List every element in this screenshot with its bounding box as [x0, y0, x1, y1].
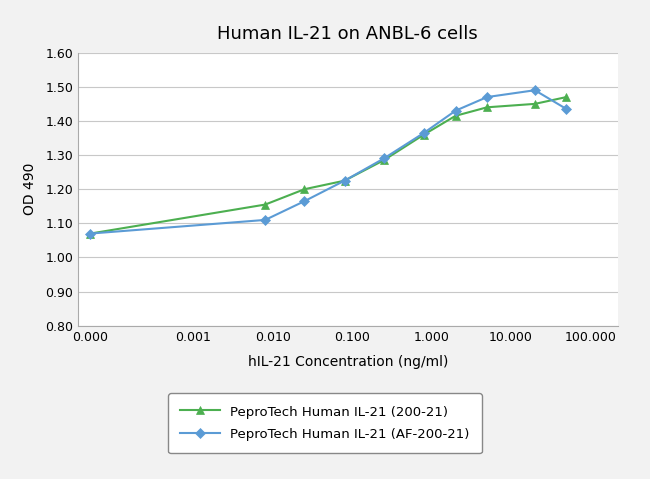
PeproTech Human IL-21 (200-21) [420, 132, 428, 137]
PeproTech Human IL-21 (200-21) [86, 231, 94, 237]
Line: PeproTech Human IL-21 (AF-200-21): PeproTech Human IL-21 (AF-200-21) [87, 87, 570, 237]
PeproTech Human IL-21 (AF-200-21) [341, 178, 348, 183]
PeproTech Human IL-21 (AF-200-21) [531, 87, 539, 93]
PeproTech Human IL-21 (AF-200-21) [562, 106, 570, 112]
X-axis label: hIL-21 Concentration (ng/ml): hIL-21 Concentration (ng/ml) [248, 354, 448, 369]
PeproTech Human IL-21 (AF-200-21) [300, 198, 308, 204]
PeproTech Human IL-21 (AF-200-21) [483, 94, 491, 100]
PeproTech Human IL-21 (200-21) [452, 113, 460, 119]
PeproTech Human IL-21 (AF-200-21) [420, 130, 428, 136]
PeproTech Human IL-21 (AF-200-21) [261, 217, 269, 223]
Line: PeproTech Human IL-21 (200-21): PeproTech Human IL-21 (200-21) [86, 93, 571, 238]
PeproTech Human IL-21 (200-21) [261, 202, 269, 207]
Title: Human IL-21 on ANBL-6 cells: Human IL-21 on ANBL-6 cells [217, 25, 478, 43]
Legend: PeproTech Human IL-21 (200-21), PeproTech Human IL-21 (AF-200-21): PeproTech Human IL-21 (200-21), PeproTec… [168, 393, 482, 453]
PeproTech Human IL-21 (200-21) [483, 104, 491, 110]
PeproTech Human IL-21 (AF-200-21) [452, 108, 460, 114]
PeproTech Human IL-21 (AF-200-21) [380, 156, 388, 161]
PeproTech Human IL-21 (AF-200-21) [86, 231, 94, 237]
Y-axis label: OD 490: OD 490 [23, 163, 37, 216]
PeproTech Human IL-21 (200-21) [300, 186, 308, 192]
PeproTech Human IL-21 (200-21) [341, 178, 348, 183]
PeproTech Human IL-21 (200-21) [531, 101, 539, 107]
PeproTech Human IL-21 (200-21) [380, 157, 388, 163]
PeproTech Human IL-21 (200-21) [562, 94, 570, 100]
